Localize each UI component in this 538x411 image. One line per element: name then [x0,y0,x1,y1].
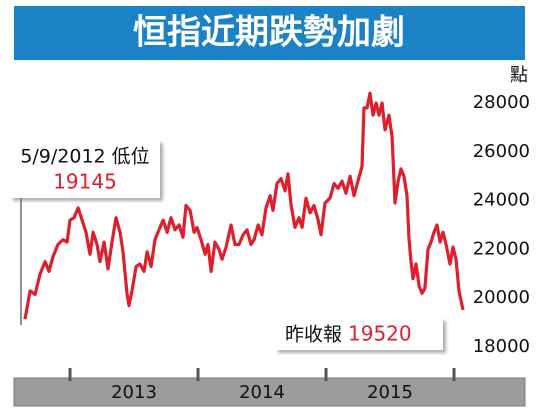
y-tick-label: 20000 [473,287,530,308]
y-tick-label: 28000 [473,92,530,113]
x-tick-label: 2015 [367,382,413,403]
x-axis-bar [13,377,526,407]
annotation-box [275,318,443,350]
annotation-text: 5/9/2012 低位 [20,146,149,168]
annotation-box [10,140,160,198]
y-axis-label: 點 [510,65,528,86]
line [23,91,465,320]
y-tick-label: 26000 [473,141,530,162]
x-tick-label: 2014 [239,382,285,403]
x-tick-label: 2013 [111,382,157,403]
title-banner [14,6,525,60]
y-tick-label: 18000 [473,336,530,357]
chart-title: 恒指近期跌勢加劇 [133,13,405,53]
y-tick-label: 24000 [473,190,530,211]
annotation-text: 昨收報 [285,324,342,346]
annotation-value: 19145 [53,170,117,194]
annotation-value: 19520 [348,322,412,346]
y-tick-label: 22000 [473,238,530,259]
